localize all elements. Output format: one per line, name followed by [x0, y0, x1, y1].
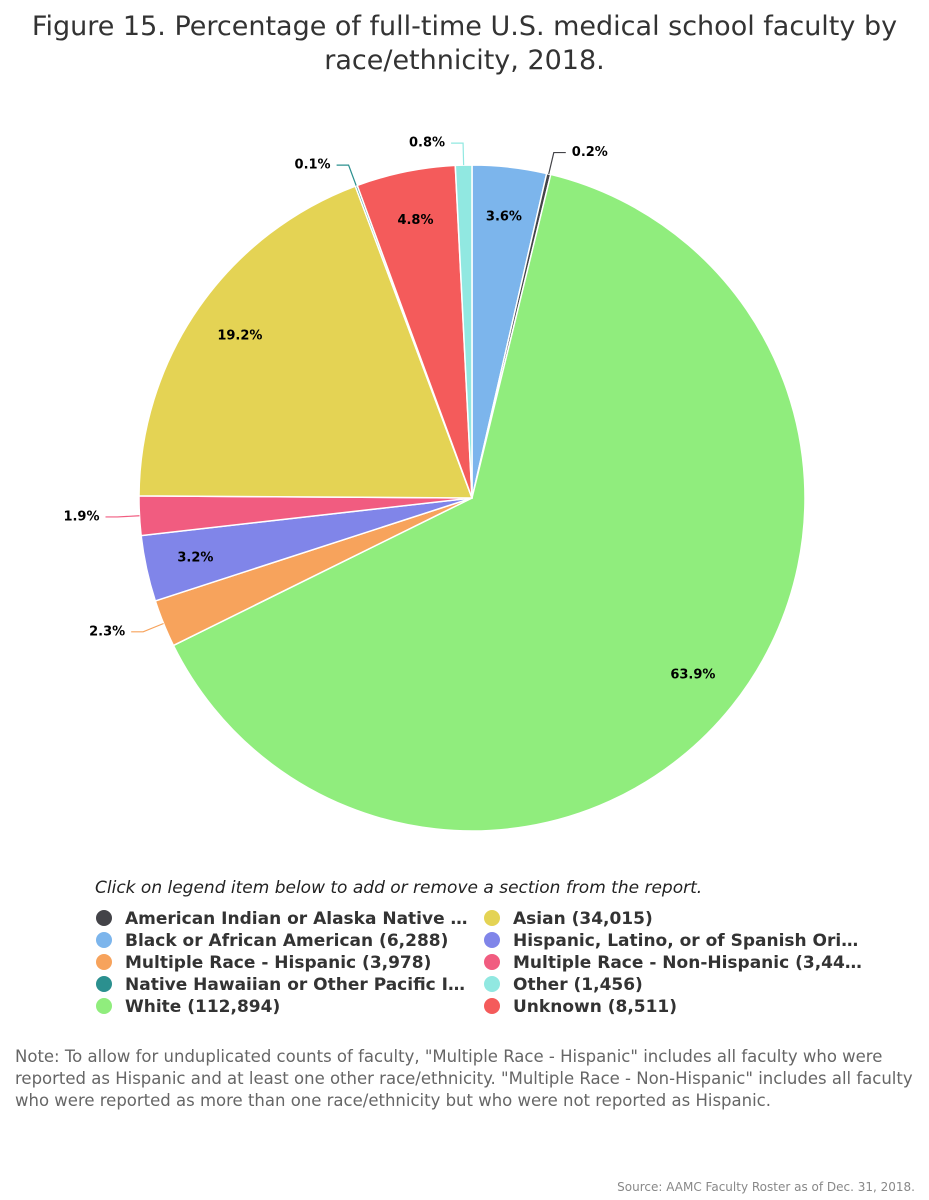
- data-label: 0.1%: [295, 158, 331, 173]
- legend-marker[interactable]: [96, 910, 112, 926]
- data-label: 1.9%: [63, 509, 99, 524]
- legend-marker[interactable]: [484, 976, 500, 992]
- data-label: 0.8%: [409, 136, 445, 151]
- legend-item[interactable]: Multiple Race - Hispanic (3,978): [125, 953, 431, 973]
- note: Note: To allow for unduplicated counts o…: [15, 1047, 913, 1110]
- legend-marker[interactable]: [484, 932, 500, 948]
- legend-marker[interactable]: [96, 976, 112, 992]
- legend-marker[interactable]: [484, 910, 500, 926]
- label-connector: [131, 622, 164, 633]
- legend-item[interactable]: Asian (34,015): [513, 909, 653, 929]
- legend-hint: Click on legend item below to add or rem…: [95, 878, 703, 898]
- legend-marker[interactable]: [96, 932, 112, 948]
- legend-item[interactable]: American Indian or Alaska Native …: [125, 909, 468, 929]
- data-label: 3.6%: [486, 209, 522, 224]
- legend-item[interactable]: Other (1,456): [513, 975, 643, 995]
- pie-slice: [454, 164, 473, 499]
- label-connector: [451, 142, 465, 166]
- legend-item[interactable]: Black or African American (6,288): [125, 931, 448, 951]
- data-label: 0.2%: [572, 145, 608, 160]
- data-label: 2.3%: [89, 624, 125, 639]
- pie-slice: [172, 173, 806, 832]
- legend-marker[interactable]: [484, 954, 500, 970]
- data-label: 63.9%: [670, 667, 715, 682]
- chart-title: Figure 15. Percentage of full-time U.S. …: [31, 11, 898, 76]
- pie-slice: [138, 185, 474, 499]
- legend-item[interactable]: Hispanic, Latino, or of Spanish Ori…: [513, 931, 858, 951]
- legend-item[interactable]: White (112,894): [125, 997, 280, 1017]
- source: Source: AAMC Faculty Roster as of Dec. 3…: [617, 1180, 915, 1194]
- label-connector: [105, 515, 140, 518]
- legend-item[interactable]: Native Hawaiian or Other Pacific I…: [125, 975, 465, 995]
- data-label: 4.8%: [397, 213, 433, 228]
- legend-item[interactable]: Multiple Race - Non-Hispanic (3,44…: [513, 953, 862, 973]
- legend-marker[interactable]: [96, 954, 112, 970]
- label-connector: [336, 164, 357, 186]
- legend-marker[interactable]: [96, 998, 112, 1014]
- legend-item[interactable]: Unknown (8,511): [513, 997, 677, 1017]
- label-connector: [548, 151, 566, 175]
- data-label: 3.2%: [177, 551, 213, 566]
- legend-marker[interactable]: [484, 998, 500, 1014]
- data-label: 19.2%: [217, 328, 262, 343]
